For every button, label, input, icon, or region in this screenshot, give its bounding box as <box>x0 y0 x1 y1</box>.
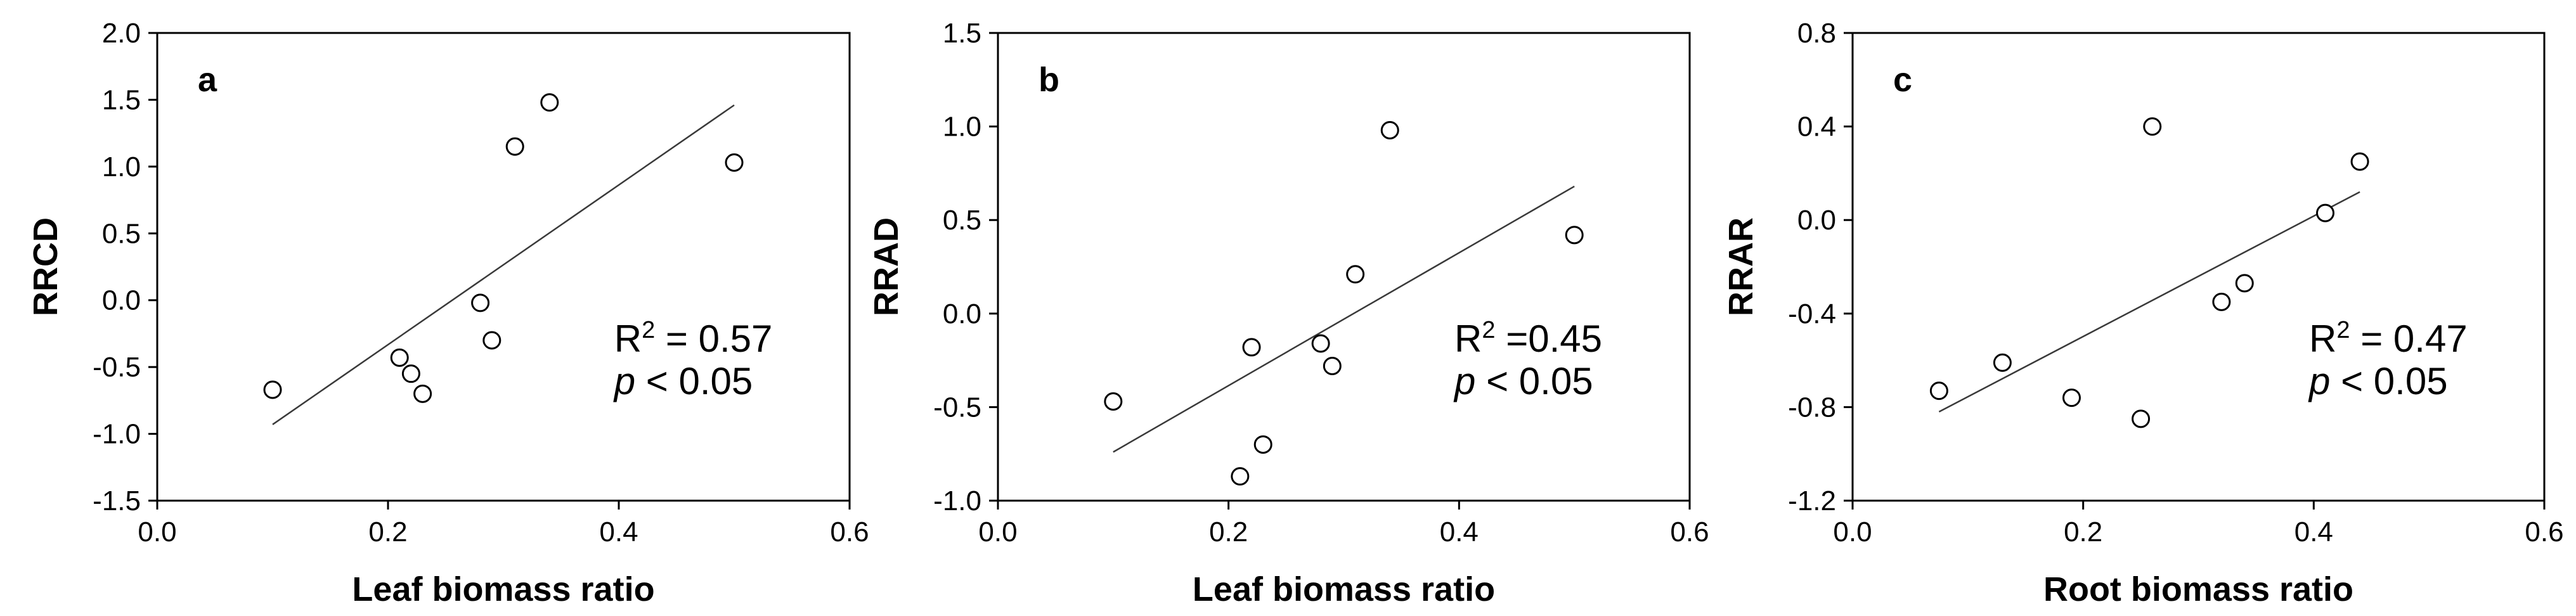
data-point <box>1104 392 1123 411</box>
r-squared-superscript: 2 <box>642 317 655 343</box>
x-axis-label: Leaf biomass ratio <box>1193 570 1495 608</box>
data-point <box>390 348 409 367</box>
data-point <box>2132 409 2151 428</box>
data-point <box>540 93 559 112</box>
x-tick-label: 0.0 <box>138 517 176 548</box>
data-point <box>1380 121 1399 140</box>
panel-c: -1.2 -0.8 -0.4 0.0 0.4 0.8 0.0 0.2 0.4 0.6 Root bi… <box>1722 18 2564 608</box>
p-value: < 0.05 <box>1475 360 1593 402</box>
r-squared-value: =0.45 <box>1496 318 1603 360</box>
data-point <box>1231 467 1250 486</box>
p-value-text: p < 0.05 <box>613 360 753 402</box>
y-tick-label: 1.5 <box>943 18 981 49</box>
trend-line <box>1938 191 2360 413</box>
panel-b: -1.0 -0.5 0.0 0.5 1.0 1.5 0.0 0.2 0.4 0.6 Leaf bio… <box>867 18 1709 608</box>
panel-label: b <box>1039 61 1059 99</box>
y-tick-label: 1.0 <box>943 112 981 143</box>
r-squared-text: R2 =0.45 <box>1454 317 1602 360</box>
r-symbol: R <box>614 318 642 360</box>
data-point <box>2212 292 2231 311</box>
y-tick-label: 2.0 <box>102 18 141 49</box>
panel-label: a <box>198 61 217 99</box>
y-tick-label: 0.8 <box>1797 18 1836 49</box>
x-tick-label: 0.0 <box>1833 517 1872 548</box>
data-point <box>2350 152 2369 171</box>
p-value-text: p < 0.05 <box>1453 360 1593 402</box>
y-axis-label: RRAR <box>1722 217 1760 316</box>
trend-line <box>1113 185 1575 453</box>
panel-label: c <box>1893 61 1912 99</box>
y-axis-label: RRAD <box>867 217 905 316</box>
data-point <box>1242 338 1261 357</box>
data-point <box>482 331 502 350</box>
x-tick-label: 0.2 <box>368 517 407 548</box>
data-point <box>1346 265 1365 284</box>
data-point <box>413 384 432 403</box>
y-tick-label: 0.5 <box>943 205 981 236</box>
x-tick-label: 0.6 <box>2525 517 2563 548</box>
x-tick-label: 0.2 <box>2064 517 2102 548</box>
x-tick-label: 0.0 <box>978 517 1017 548</box>
y-tick-label: -1.0 <box>933 485 981 517</box>
data-point <box>1311 334 1330 353</box>
y-tick-label: 1.0 <box>102 151 141 183</box>
x-tick-label: 0.4 <box>1440 517 1479 548</box>
x-tick-label: 0.4 <box>599 517 638 548</box>
y-tick-label: -0.5 <box>93 352 141 383</box>
plot-frame <box>997 32 1691 502</box>
data-point <box>2316 203 2335 222</box>
x-tick-label: 0.6 <box>1670 517 1709 548</box>
r-squared-superscript: 2 <box>2336 317 2350 343</box>
panel-a: -1.5 -1.0 -0.5 0.0 0.5 1.0 1.5 2.0 0.0 0.2 0.4 0.6 L… <box>27 18 869 608</box>
data-point <box>725 153 744 172</box>
data-point <box>1993 353 2012 372</box>
data-point <box>1565 226 1584 245</box>
y-axis-label: RRCD <box>27 217 65 316</box>
plot-frame <box>156 32 851 502</box>
data-point <box>505 137 524 156</box>
p-symbol: p <box>613 360 635 402</box>
data-point <box>2062 388 2081 407</box>
p-value: < 0.05 <box>635 360 753 402</box>
r-squared-value: = 0.47 <box>2350 318 2468 360</box>
y-tick-label: 0.5 <box>102 218 141 249</box>
data-point <box>2143 117 2162 136</box>
y-tick-label: -0.5 <box>933 392 981 423</box>
r-squared-text: R2 = 0.57 <box>614 317 773 360</box>
data-point <box>471 293 490 312</box>
y-tick-label: -1.5 <box>93 485 141 517</box>
y-tick-label: -0.8 <box>1788 392 1836 423</box>
p-value-text: p < 0.05 <box>2308 360 2448 402</box>
plot-frame <box>1851 32 2546 502</box>
r-symbol: R <box>2309 318 2336 360</box>
x-tick-label: 0.4 <box>2294 517 2333 548</box>
x-axis-label: Root biomass ratio <box>2043 570 2353 608</box>
x-tick-label: 0.6 <box>830 517 869 548</box>
r-squared-superscript: 2 <box>1482 317 1495 343</box>
p-value: < 0.05 <box>2330 360 2447 402</box>
y-tick-label: -0.4 <box>1788 298 1836 330</box>
r-squared-text: R2 = 0.47 <box>2309 317 2468 360</box>
data-point <box>263 380 282 399</box>
r-symbol: R <box>1454 318 1482 360</box>
data-point <box>401 364 420 383</box>
data-point <box>1929 382 1948 401</box>
y-tick-label: 0.0 <box>943 298 981 330</box>
trend-line <box>272 104 735 425</box>
p-symbol: p <box>2308 360 2330 402</box>
y-tick-label: 0.0 <box>1797 205 1836 236</box>
y-tick-label: -1.0 <box>93 419 141 450</box>
x-tick-label: 0.2 <box>1209 517 1248 548</box>
data-point <box>2235 274 2254 293</box>
data-point <box>1253 435 1272 454</box>
y-tick-label: 0.4 <box>1797 112 1836 143</box>
y-tick-label: -1.2 <box>1788 485 1836 517</box>
y-tick-label: 1.5 <box>102 84 141 115</box>
y-tick-label: 0.0 <box>102 285 141 316</box>
data-point <box>1323 356 1342 375</box>
p-symbol: p <box>1453 360 1475 402</box>
x-axis-label: Leaf biomass ratio <box>352 570 654 608</box>
r-squared-value: = 0.57 <box>655 318 772 360</box>
